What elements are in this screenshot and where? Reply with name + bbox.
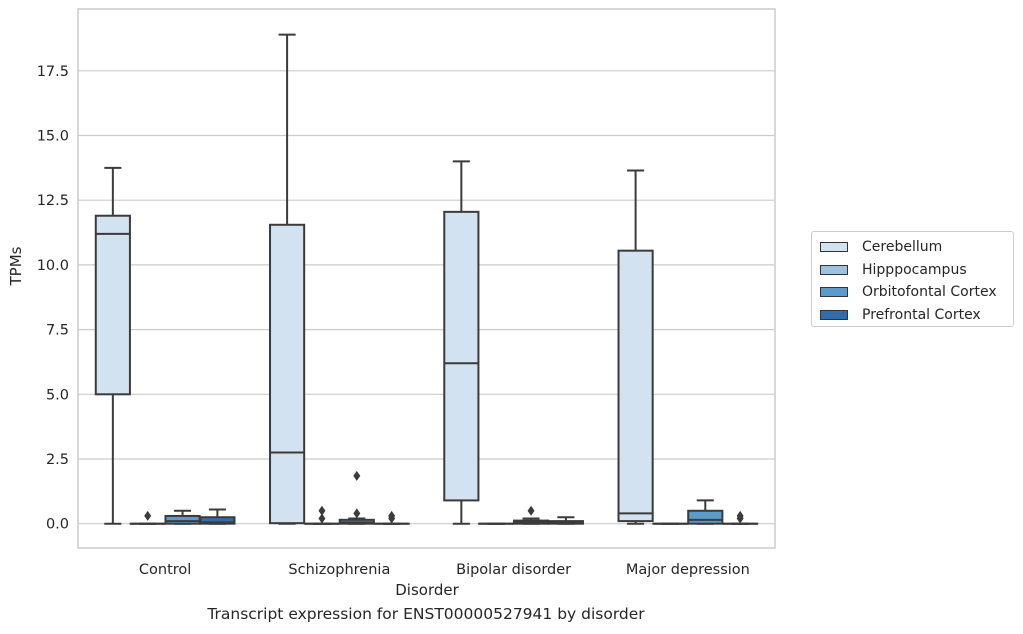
outlier-point — [388, 510, 396, 521]
box — [269, 223, 306, 525]
chart-caption: Transcript expression for ENST0000052794… — [207, 605, 645, 623]
box — [617, 249, 654, 523]
box-orbitofontal-cortex — [338, 470, 375, 525]
y-tick-label: 7.5 — [46, 323, 69, 339]
box-cerebellum — [94, 166, 131, 525]
box-hipppocampus — [129, 510, 166, 525]
box-cerebellum — [443, 160, 480, 525]
x-tick-label: Schizophrenia — [288, 562, 390, 578]
box-cerebellum — [269, 33, 306, 525]
x-axis-ticks: Control Schizophrenia Bipolar disorder Majo… — [139, 562, 750, 578]
outlier-point — [353, 508, 361, 519]
legend-label: Prefrontal Cortex — [862, 306, 981, 323]
y-axis-label: TPMs — [7, 246, 25, 286]
box-prefrontal-cortex — [722, 510, 759, 525]
legend-item: Prefrontal Cortex — [818, 304, 1007, 327]
box-orbitofontal-cortex — [164, 509, 201, 525]
box-hipppocampus — [303, 505, 341, 525]
legend-item: Cerebellum — [818, 236, 1007, 259]
box — [443, 210, 480, 502]
box-orbitofontal-cortex — [687, 499, 724, 525]
outlier-point — [527, 505, 535, 516]
legend-item: Hipppocampus — [818, 259, 1007, 282]
y-tick-label: 17.5 — [37, 64, 69, 80]
x-tick-label: Bipolar disorder — [456, 562, 571, 578]
legend-label: Cerebellum — [862, 239, 943, 256]
outlier-point — [144, 510, 152, 521]
box-plots — [94, 33, 759, 525]
box-orbitofontal-cortex — [512, 505, 550, 525]
outlier-point — [736, 510, 744, 521]
y-axis-ticks: 0.0 2.5 5.0 7.5 10.0 12.5 15.0 17.5 — [37, 64, 69, 533]
outlier-point — [353, 470, 361, 481]
box — [164, 514, 201, 525]
outlier-point — [318, 513, 326, 524]
y-tick-label: 15.0 — [37, 129, 69, 145]
box-prefrontal-cortex — [373, 510, 410, 525]
x-tick-label: Control — [139, 562, 191, 578]
gridlines — [78, 70, 775, 525]
box-cerebellum — [617, 169, 654, 525]
x-axis-label: Disorder — [395, 581, 459, 599]
legend-swatch — [820, 287, 848, 298]
box-prefrontal-cortex — [547, 516, 584, 525]
box-prefrontal-cortex — [199, 508, 236, 525]
y-tick-label: 10.0 — [37, 258, 69, 274]
y-tick-label: 5.0 — [46, 387, 69, 403]
legend-item: Orbitofontal Cortex — [818, 281, 1007, 304]
legend-swatch — [820, 242, 848, 253]
y-tick-label: 12.5 — [37, 193, 69, 209]
plot-frame — [77, 8, 776, 549]
box — [687, 509, 724, 525]
legend-swatch — [820, 264, 848, 275]
box — [199, 516, 236, 525]
box — [94, 214, 131, 396]
x-tick-label: Major depression — [626, 562, 750, 578]
legend-label: Orbitofontal Cortex — [862, 284, 997, 301]
legend-label: Hipppocampus — [862, 261, 967, 278]
outlier-point — [318, 505, 326, 516]
y-tick-label: 2.5 — [46, 452, 69, 468]
legend-swatch — [820, 309, 848, 320]
legend: Cerebellum Hipppocampus Orbitofontal Corte… — [811, 231, 1014, 327]
y-tick-label: 0.0 — [46, 517, 69, 533]
